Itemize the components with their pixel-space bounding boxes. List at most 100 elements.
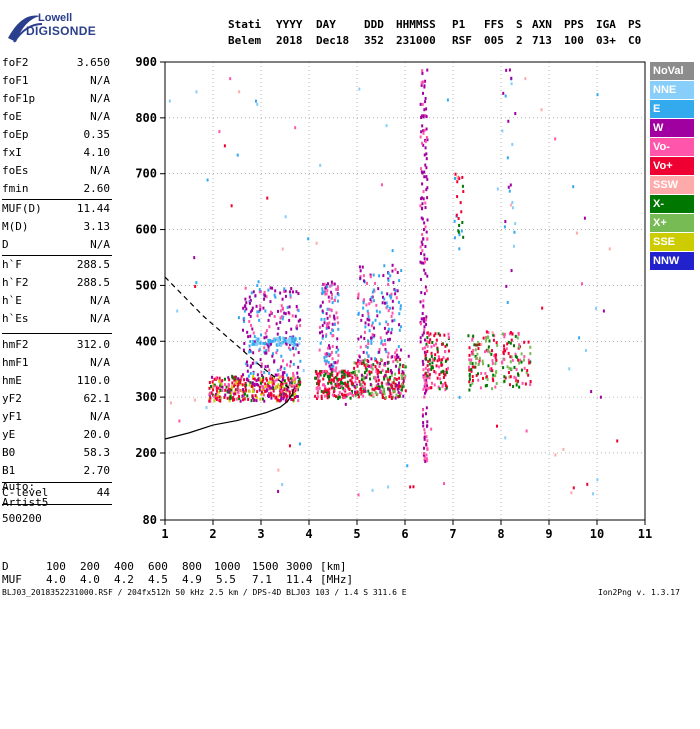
echo-point <box>425 188 428 192</box>
echo-point <box>495 358 498 362</box>
echo-point <box>363 358 366 362</box>
echo-point <box>274 373 277 377</box>
echo-point <box>517 373 520 377</box>
echo-point <box>506 365 509 369</box>
echo-point <box>282 395 285 399</box>
echo-point <box>248 301 251 305</box>
echo-point <box>327 322 330 326</box>
echo-point <box>572 185 575 189</box>
echo-point <box>517 332 520 336</box>
echo-point <box>424 460 427 464</box>
echo-point <box>421 202 424 206</box>
echo-point <box>510 269 513 273</box>
echo-point <box>358 265 361 269</box>
echo-point <box>381 393 384 397</box>
echo-point <box>337 397 340 401</box>
echo-point <box>248 295 251 299</box>
echo-point <box>336 359 339 363</box>
auto-label: Auto: <box>2 480 36 493</box>
echo-point <box>251 386 254 390</box>
param-value: 0.35 <box>83 128 111 141</box>
echo-point <box>504 376 507 380</box>
param-row: C-level 44 <box>2 486 110 500</box>
echo-point <box>331 344 334 348</box>
legend-item-vo-plus: Vo+ <box>650 157 694 175</box>
x-tick-label: 11 <box>638 527 652 541</box>
header-value: 03+ <box>596 34 616 47</box>
echo-point <box>394 351 397 355</box>
echo-point <box>424 382 427 386</box>
echo-point <box>281 336 284 340</box>
echo-point <box>333 282 336 286</box>
x-tick-label: 5 <box>353 527 360 541</box>
echo-point <box>366 345 369 349</box>
echo-point <box>386 338 389 342</box>
echo-point <box>423 108 426 112</box>
param-row: foF2 3.650 <box>2 56 110 70</box>
echo-point <box>292 372 295 376</box>
param-label: foF1p <box>2 92 36 105</box>
echo-point <box>381 301 384 305</box>
echo-point <box>293 353 296 357</box>
echo-point <box>459 201 462 205</box>
echo-point <box>372 363 375 367</box>
param-label: yF2 <box>2 392 22 405</box>
echo-point <box>348 392 351 396</box>
echo-point <box>230 391 233 395</box>
echo-point <box>340 392 343 396</box>
echo-point <box>383 377 386 381</box>
echo-point <box>296 387 299 391</box>
echo-point <box>262 378 265 382</box>
echo-point <box>478 356 481 360</box>
echo-point <box>424 375 427 379</box>
echo-point <box>280 354 283 358</box>
echo-point <box>396 271 399 275</box>
echo-point <box>440 381 443 385</box>
echo-point <box>223 383 226 387</box>
echo-point <box>363 363 366 367</box>
echo-point <box>468 388 471 392</box>
echo-point <box>419 102 422 106</box>
echo-point <box>277 394 280 398</box>
echo-point <box>468 374 471 378</box>
param-label: foF1 <box>2 74 29 87</box>
echo-point <box>254 294 257 298</box>
param-value: 3.13 <box>83 220 111 233</box>
echo-point <box>321 334 324 338</box>
echo-point <box>367 354 370 358</box>
echo-point <box>430 386 433 390</box>
header-label: HHMMSS <box>396 18 436 31</box>
echo-point <box>422 424 425 428</box>
echo-point <box>245 383 248 387</box>
echo-point <box>273 314 276 318</box>
echo-point <box>288 444 291 448</box>
param-value: N/A <box>90 74 110 87</box>
echo-point <box>430 345 433 349</box>
y-tick-label: 200 <box>135 446 157 460</box>
echo-point <box>271 286 274 290</box>
echo-point <box>422 317 425 321</box>
echo-point <box>293 343 296 347</box>
profile-trace-solid <box>164 388 295 440</box>
echo-point <box>280 343 283 347</box>
echo-point <box>259 341 262 345</box>
echo-point <box>474 355 477 359</box>
echo-point <box>318 331 321 335</box>
echo-point <box>316 382 319 386</box>
echo-point <box>252 290 255 294</box>
echo-point <box>377 369 380 373</box>
echo-point <box>365 376 368 380</box>
echo-point <box>426 374 429 378</box>
echo-point <box>326 375 329 379</box>
echo-point <box>215 397 218 401</box>
echo-point <box>510 367 513 371</box>
echo-point <box>425 175 428 179</box>
echo-point <box>273 360 276 364</box>
echo-point <box>590 390 593 394</box>
echo-point <box>296 371 299 375</box>
legend-item-noval: NoVal <box>650 62 694 80</box>
param-label: D <box>2 238 9 251</box>
echo-point <box>267 381 270 385</box>
echo-point <box>482 376 485 380</box>
echo-point <box>376 392 379 396</box>
